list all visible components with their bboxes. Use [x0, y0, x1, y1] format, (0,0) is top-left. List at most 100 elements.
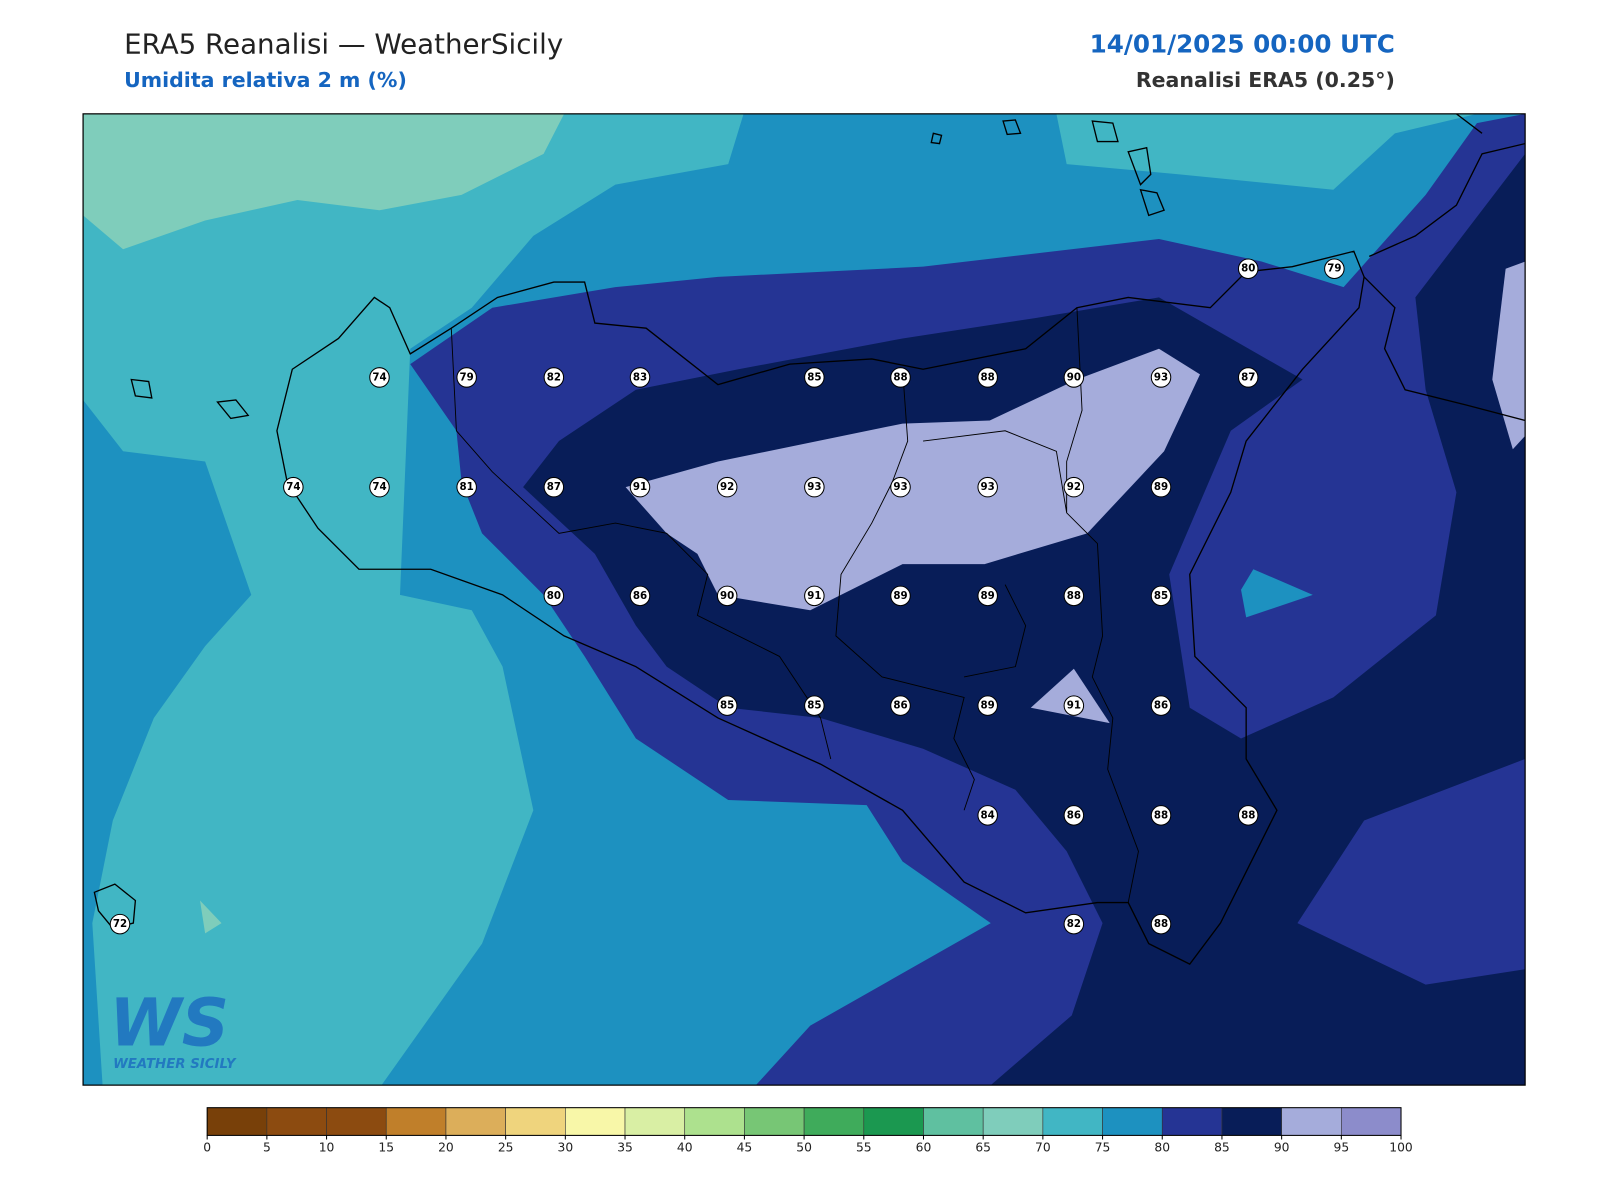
colorbar-tick-label: 5	[263, 1141, 271, 1155]
station-marker	[977, 476, 998, 498]
source: Reanalisi ERA5 (0.25°)	[1136, 68, 1395, 92]
station-marker	[1324, 258, 1345, 279]
station-value: 93	[807, 481, 821, 493]
station-value: 74	[286, 481, 300, 493]
datetime: 14/01/2025 00:00 UTC	[1090, 30, 1395, 59]
station-value: 86	[1154, 700, 1168, 712]
colorbar-tick-label: 80	[1154, 1141, 1170, 1155]
subtitle: Umidita relativa 2 m (%)	[124, 68, 407, 92]
station-value: 93	[893, 481, 907, 493]
station-marker	[629, 476, 651, 498]
station-marker	[1150, 805, 1172, 826]
field-90-95	[1030, 668, 1110, 724]
colorbar-tick-label: 95	[1334, 1141, 1350, 1155]
colorbar-swatch	[684, 1107, 745, 1136]
station-value: 85	[720, 700, 734, 712]
station-value: 92	[1067, 481, 1081, 493]
station-value: 86	[1067, 809, 1081, 821]
station-value: 91	[807, 590, 821, 602]
colorbar-tick-label: 15	[378, 1141, 394, 1155]
colorbar-tick-label: 60	[916, 1141, 932, 1155]
station-value: 87	[547, 481, 561, 493]
station-marker	[1150, 476, 1172, 498]
station-value: 88	[893, 371, 907, 383]
field-90-95	[1492, 261, 1526, 450]
station-value: 74	[372, 481, 386, 493]
station-marker	[109, 913, 131, 935]
colorbar-tick-label: 0	[203, 1141, 211, 1155]
island	[93, 119, 1165, 929]
colorbar-swatch	[505, 1107, 566, 1136]
station-marker	[1063, 695, 1085, 716]
station-value: 80	[547, 590, 561, 602]
field-65-70	[200, 900, 222, 934]
station-marker	[369, 367, 390, 388]
station-marker	[716, 476, 738, 498]
station-value: 90	[720, 590, 734, 602]
station-marker	[629, 585, 651, 607]
station-marker	[1150, 913, 1172, 935]
field-85-90	[523, 153, 1526, 1086]
station-value: 88	[1154, 809, 1168, 821]
station-marker	[1063, 805, 1085, 826]
station-marker	[1237, 258, 1259, 279]
station-marker	[804, 476, 825, 498]
colorbar-swatch	[1341, 1107, 1402, 1136]
station-value: 81	[460, 481, 474, 493]
station-marker	[804, 585, 825, 607]
colorbar-tick-label: 45	[737, 1141, 753, 1155]
colorbar-swatch	[982, 1107, 1044, 1136]
station-value: 90	[1067, 371, 1081, 383]
station-marker	[890, 367, 911, 388]
station-value: 82	[547, 371, 561, 383]
station-value: 89	[981, 590, 995, 602]
colorbar-swatch	[744, 1107, 805, 1136]
station-marker	[1150, 585, 1172, 607]
station-marker	[890, 695, 911, 716]
colorbar-swatch	[1281, 1107, 1342, 1136]
station-value: 88	[981, 371, 995, 383]
station-marker	[890, 476, 911, 498]
field-70-75	[1056, 113, 1477, 190]
station-value: 91	[1067, 700, 1081, 712]
colorbar-tick-label: 20	[438, 1141, 454, 1155]
colorbar-swatch	[863, 1107, 924, 1136]
colorbar-swatch	[266, 1107, 327, 1136]
logo-tagline: WEATHER SICILY	[113, 1057, 237, 1072]
station-marker	[890, 585, 911, 607]
station-marker	[456, 476, 477, 498]
colorbar-tick-label: 55	[856, 1141, 872, 1155]
station-value: 88	[1241, 809, 1255, 821]
station-marker	[977, 695, 998, 716]
colorbar-tick-label: 10	[319, 1141, 335, 1155]
station-marker	[456, 367, 477, 388]
stations: 80 79 74 79 82 83 85 88 88 90 93 87 74 74 81 87 91 92 93 93…	[109, 258, 1345, 935]
colorbar-swatch	[1042, 1107, 1103, 1136]
station-marker	[1237, 805, 1259, 826]
field-70-75	[83, 113, 744, 1086]
title: ERA5 Reanalisi — WeatherSicily	[124, 28, 563, 61]
station-value: 85	[1154, 590, 1168, 602]
coastline	[276, 250, 1365, 965]
station-marker	[1150, 695, 1172, 716]
colorbar-swatch	[565, 1107, 626, 1136]
field-75-80	[1241, 569, 1313, 618]
field-65-70	[83, 113, 565, 250]
colorbar-swatch	[923, 1107, 984, 1136]
station-marker	[716, 585, 738, 607]
colorbar-swatch	[385, 1107, 447, 1136]
station-value: 89	[1154, 481, 1168, 493]
station-value: 93	[1154, 371, 1168, 383]
station-marker	[543, 367, 565, 388]
station-marker	[283, 476, 304, 498]
logo-mark: WS	[109, 986, 229, 1062]
station-marker	[1063, 913, 1085, 935]
station-value: 74	[372, 371, 386, 383]
station-marker	[629, 367, 651, 388]
station-marker	[1063, 585, 1085, 607]
station-value: 83	[633, 371, 647, 383]
colorbar-swatch	[624, 1107, 686, 1136]
station-marker	[369, 476, 390, 498]
colorbar-tick-label: 65	[975, 1141, 991, 1155]
